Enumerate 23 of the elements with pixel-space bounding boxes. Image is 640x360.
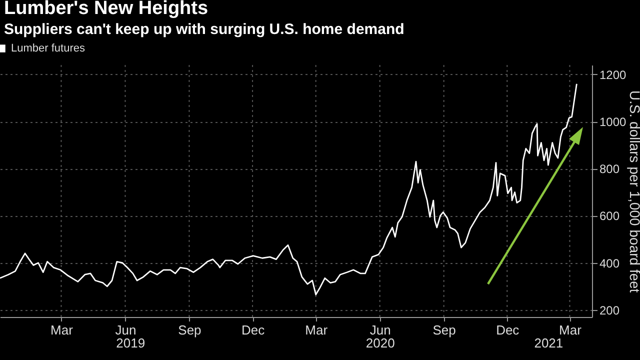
y-tick-label: 1000 <box>600 115 627 130</box>
line-series <box>0 83 578 296</box>
x-tick-label: Mar <box>305 322 328 338</box>
y-tick-label: 600 <box>600 209 620 224</box>
x-tick-label: Jun <box>115 322 136 338</box>
x2-tick-label: 2020 <box>366 336 395 350</box>
x-tick-label: Mar <box>559 322 582 338</box>
x-tick-label: Dec <box>496 322 520 338</box>
x-tick-label: Jun <box>370 322 391 338</box>
y-tick-label: 200 <box>600 303 620 318</box>
y-tick-label: 400 <box>600 256 620 270</box>
y-tick-label: 1200 <box>600 68 627 82</box>
y-axis-title: U.S. dollars per 1,000 board feet <box>627 90 640 293</box>
x-tick-label: Sep <box>432 322 456 338</box>
x2-tick-label: 2019 <box>116 336 146 350</box>
x-tick-label: Mar <box>50 322 74 338</box>
x2-tick-label: 2021 <box>534 336 564 350</box>
y-tick-label: 800 <box>600 162 620 176</box>
x-tick-label: Sep <box>178 322 202 338</box>
chart-subtitle: Suppliers can't keep up with surging U.S. home demand <box>4 21 404 38</box>
x-tick-label: Dec <box>241 322 266 338</box>
legend-label: Lumber futures <box>11 42 86 54</box>
chart-title: Lumber's New Heights <box>4 0 208 19</box>
